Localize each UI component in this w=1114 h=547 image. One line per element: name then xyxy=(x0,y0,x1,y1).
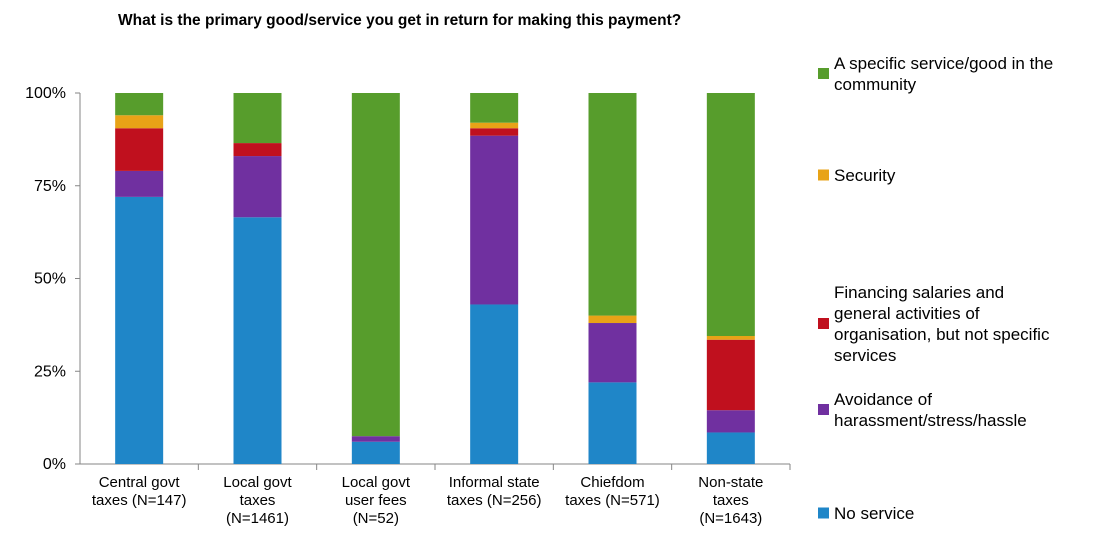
x-tick-label: taxes xyxy=(713,492,749,509)
bar-segment xyxy=(706,339,755,411)
legend-swatch xyxy=(818,404,829,415)
bar-segment xyxy=(470,135,519,305)
bar-segment xyxy=(115,93,164,116)
legend-label: organisation, but not specific xyxy=(834,325,1050,344)
bar-segment xyxy=(706,410,755,433)
bar-segment xyxy=(115,170,164,197)
bar-segment xyxy=(588,315,637,324)
bar-segment xyxy=(706,432,755,464)
bar-segment xyxy=(233,217,282,464)
legend-label: services xyxy=(834,346,896,365)
x-tick-label: (N=1643) xyxy=(699,510,762,527)
legend-label: Financing salaries and xyxy=(834,283,1004,302)
bar-segment xyxy=(588,382,637,464)
legend-label: general activities of xyxy=(834,304,980,323)
bar-segment xyxy=(351,93,400,437)
x-tick-label: taxes (N=147) xyxy=(92,492,187,509)
x-tick-label: taxes xyxy=(240,492,276,509)
bar-segment xyxy=(470,304,519,464)
bar-segment xyxy=(470,128,519,136)
y-tick-label: 0% xyxy=(43,456,66,473)
y-tick-label: 25% xyxy=(34,363,66,380)
bar-segment xyxy=(706,336,755,340)
bar-segment xyxy=(351,436,400,442)
x-tick-label: Local govt xyxy=(342,474,411,491)
x-tick-label: (N=1461) xyxy=(226,510,289,527)
x-tick-label: Local govt xyxy=(223,474,292,491)
bar-segment xyxy=(588,93,637,316)
y-tick-label: 50% xyxy=(34,271,66,288)
legend-label: No service xyxy=(834,504,914,523)
legend-label: Avoidance of xyxy=(834,390,932,409)
bar-segment xyxy=(233,93,282,144)
legend-label: harassment/stress/hassle xyxy=(834,411,1027,430)
x-tick-label: Chiefdom xyxy=(580,474,644,491)
bar-segment xyxy=(706,93,755,337)
legend-label: Security xyxy=(834,166,896,185)
bar-segment xyxy=(588,323,637,383)
bar-segment xyxy=(351,441,400,464)
x-tick-label: user fees xyxy=(345,492,407,509)
chart-title: What is the primary good/service you get… xyxy=(118,12,681,29)
y-tick-label: 100% xyxy=(25,85,66,102)
legend-label: community xyxy=(834,75,917,94)
legend-swatch xyxy=(818,318,829,329)
legend-swatch xyxy=(818,68,829,79)
x-tick-label: taxes (N=256) xyxy=(447,492,542,509)
bars xyxy=(115,93,755,464)
y-axis: 0% 25% 50% 75% 100% xyxy=(25,85,80,473)
x-tick-label: Non-state xyxy=(698,474,763,491)
bar-segment xyxy=(115,128,164,171)
legend-swatch xyxy=(818,169,829,181)
bar-segment xyxy=(233,143,282,157)
x-tick-label: (N=52) xyxy=(353,510,399,527)
bar-segment xyxy=(470,122,519,129)
y-tick-label: 75% xyxy=(34,178,66,195)
x-tick-label: taxes (N=571) xyxy=(565,492,660,509)
bar-segment xyxy=(115,115,164,129)
legend: A specific service/good in the community S… xyxy=(818,54,1053,523)
bar-segment xyxy=(470,93,519,123)
bar-segment xyxy=(115,196,164,464)
x-tick-label: Informal state xyxy=(449,474,540,491)
bar-segment xyxy=(233,156,282,218)
x-tick-label: Central govt xyxy=(99,474,181,491)
legend-label: A specific service/good in the xyxy=(834,54,1053,73)
legend-swatch xyxy=(818,507,829,519)
